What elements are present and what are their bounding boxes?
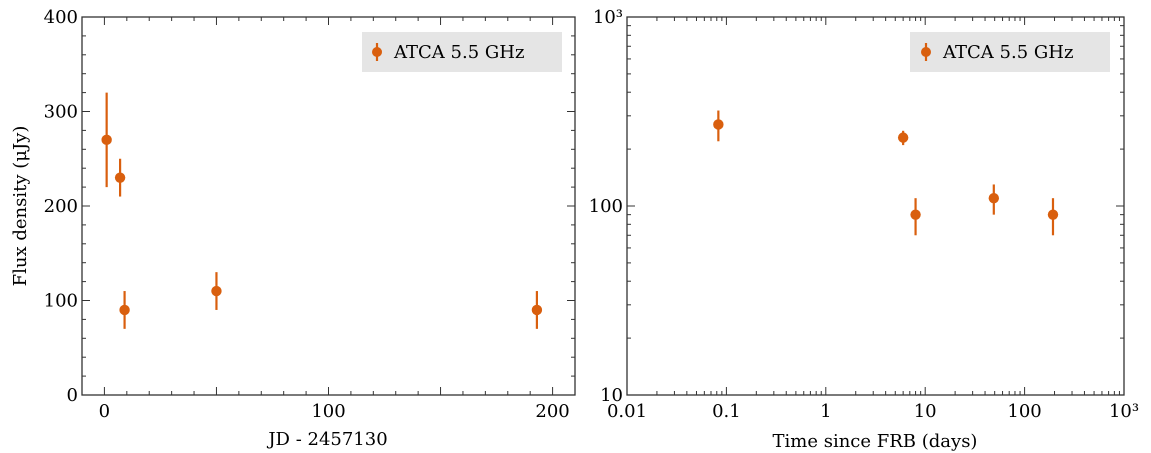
left-axis-ticks: 0 100 200 0 100 200 300 400 [44, 7, 576, 422]
x-tick-label: 10³ [1109, 401, 1139, 422]
y-tick-label: 10 [600, 385, 623, 406]
y-tick-label: 10³ [593, 7, 623, 28]
right-x-axis-label: Time since FRB (days) [773, 431, 978, 452]
right-data-points [713, 110, 1059, 236]
x-tick-label: 100 [1007, 401, 1041, 422]
x-tick-label: 0 [99, 401, 110, 422]
right-legend: ATCA 5.5 GHz [910, 32, 1110, 72]
left-legend-label: ATCA 5.5 GHz [393, 42, 524, 63]
right-axis-ticks: 0.01 0.1 1 10 100 10³ 10 100 10³ [589, 7, 1139, 422]
data-point [114, 172, 126, 183]
y-tick-label: 300 [44, 102, 78, 123]
x-tick-label: 0.1 [712, 401, 741, 422]
left-y-axis-label: Flux density (μJy) [10, 126, 31, 287]
right-legend-marker [921, 47, 931, 57]
x-tick-label: 200 [535, 401, 569, 422]
y-tick-label: 100 [589, 196, 623, 217]
data-point [211, 285, 222, 297]
right-legend-label: ATCA 5.5 GHz [942, 42, 1073, 63]
x-tick-label: 1 [820, 401, 831, 422]
y-tick-label: 400 [44, 7, 78, 28]
y-tick-label: 200 [44, 196, 78, 217]
x-tick-label: 100 [311, 401, 345, 422]
y-tick-label: 100 [44, 291, 78, 312]
left-legend: ATCA 5.5 GHz [362, 32, 562, 72]
left-plot-frame [81, 16, 576, 396]
data-point [101, 134, 112, 146]
left-legend-box [362, 32, 562, 72]
data-point [897, 132, 909, 143]
left-data-points [101, 92, 543, 329]
left-x-axis-label: JD - 2457130 [266, 429, 387, 450]
x-tick-label: 0.01 [607, 401, 647, 422]
left-chart-panel: 0 100 200 0 100 200 300 400 ATCA 5.5 GHz JD - 2… [10, 7, 576, 450]
y-tick-label: 0 [67, 385, 78, 406]
data-point [531, 304, 543, 316]
data-point [988, 192, 1000, 204]
right-plot-frame [626, 16, 1125, 396]
left-legend-marker [372, 47, 382, 57]
x-tick-label: 10 [914, 401, 937, 422]
data-point [1047, 209, 1059, 220]
data-point [119, 304, 130, 316]
data-point [713, 119, 724, 130]
right-legend-box [910, 32, 1110, 72]
data-point [910, 209, 921, 220]
right-chart-panel: 0.01 0.1 1 10 100 10³ 10 100 10³ ATCA 5.5 GHz Ti… [589, 7, 1139, 452]
